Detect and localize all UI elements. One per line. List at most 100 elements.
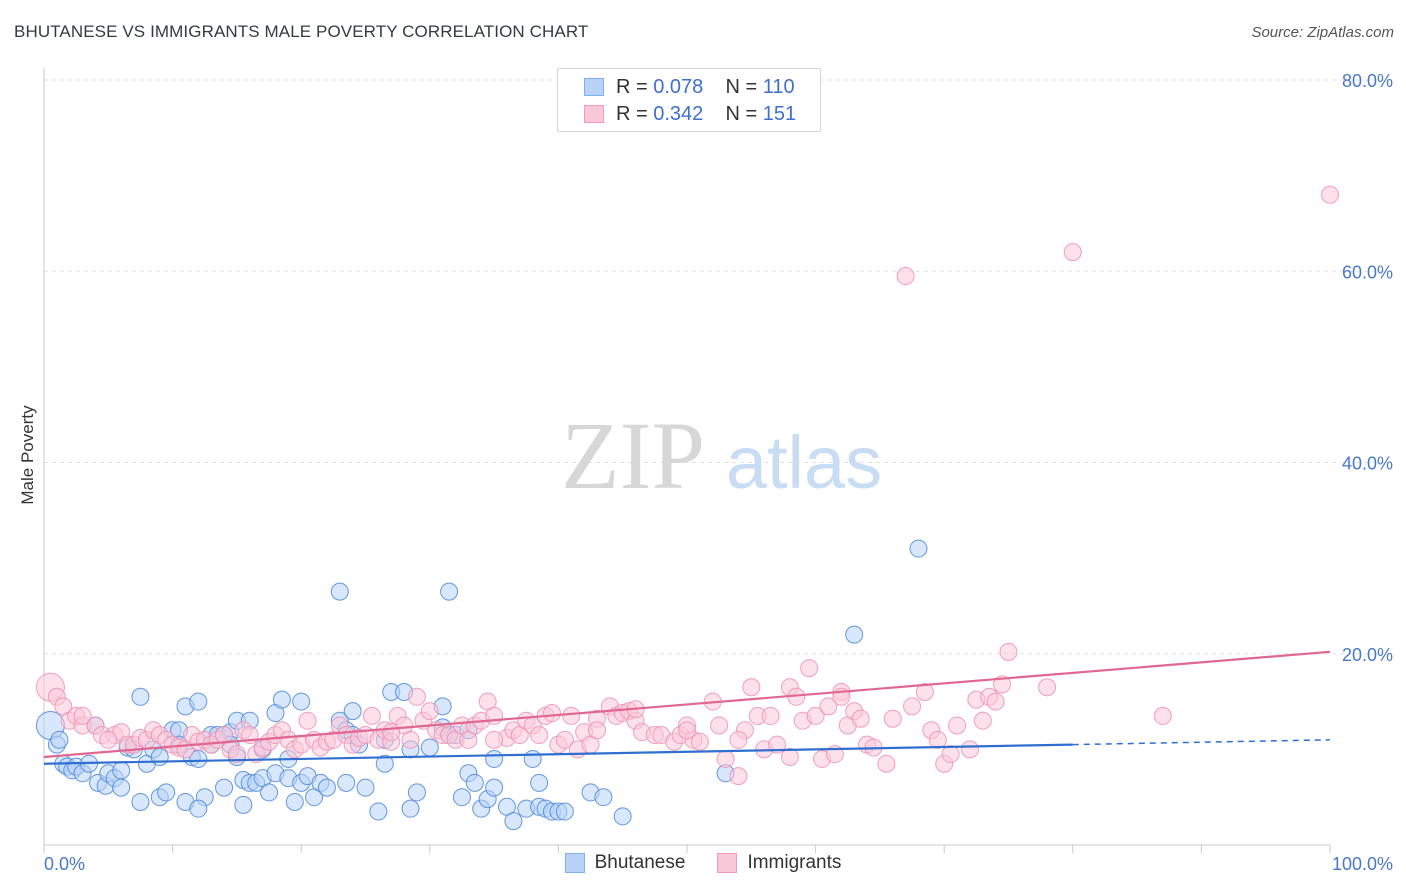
point-bhutanese: [150, 748, 169, 767]
grid: [44, 79, 1392, 655]
point-immigrants: [298, 711, 317, 730]
point-immigrants: [941, 745, 960, 764]
point-immigrants: [407, 687, 426, 706]
point-immigrants: [973, 711, 992, 730]
point-bhutanese: [530, 773, 549, 792]
point-immigrants: [903, 697, 922, 716]
point-bhutanese: [407, 783, 426, 802]
point-bhutanese: [189, 799, 208, 818]
point-immigrants: [227, 745, 246, 764]
point-bhutanese: [440, 582, 459, 601]
point-bhutanese: [272, 690, 291, 709]
stats-legend: R = 0.078 N = 110 R = 0.342 N = 151: [557, 68, 821, 132]
legend-swatch-bhutanese: [584, 78, 604, 96]
point-bhutanese: [504, 812, 523, 831]
point-immigrants: [530, 726, 549, 745]
point-bhutanese: [343, 702, 362, 721]
point-bhutanese: [465, 773, 484, 792]
point-bhutanese: [292, 692, 311, 711]
chart-title: BHUTANESE VS IMMIGRANTS MALE POVERTY COR…: [14, 22, 589, 41]
y-tick-label: 40.0%: [1342, 454, 1393, 474]
point-bhutanese: [337, 773, 356, 792]
x-tick-label: 0.0%: [44, 854, 85, 874]
x-tick-label: 100.0%: [1332, 854, 1393, 874]
point-bhutanese: [215, 778, 234, 797]
point-immigrants: [73, 706, 92, 725]
stats-legend-row-immigrants: R = 0.342 N = 151: [584, 101, 796, 127]
point-bhutanese: [845, 625, 864, 644]
n-label: N =: [725, 102, 758, 125]
point-immigrants: [485, 706, 504, 725]
point-immigrants: [819, 697, 838, 716]
point-immigrants: [768, 735, 787, 754]
point-bhutanese: [594, 788, 613, 807]
legend-item-bhutanese[interactable]: Bhutanese: [564, 852, 686, 874]
point-immigrants: [362, 706, 381, 725]
n-label: N =: [725, 75, 758, 98]
point-immigrants: [896, 267, 915, 286]
trend-line-bhutanese: [43, 743, 1073, 765]
point-immigrants: [729, 767, 748, 786]
point-bhutanese: [613, 807, 632, 826]
point-immigrants: [960, 740, 979, 759]
point-immigrants: [690, 732, 709, 751]
watermark-zip: ZIP: [561, 402, 705, 509]
series-legend: Bhutanese Immigrants: [0, 852, 1406, 874]
source-label: Source: ZipAtlas.com: [1251, 24, 1394, 41]
point-bhutanese: [50, 730, 69, 749]
point-immigrants: [542, 704, 561, 723]
r-value: 0.078: [653, 75, 704, 98]
y-tick-label: 80.0%: [1342, 71, 1393, 91]
point-immigrants: [806, 706, 825, 725]
point-immigrants: [761, 706, 780, 725]
point-immigrants: [742, 678, 761, 697]
point-bhutanese: [523, 749, 542, 768]
point-bhutanese: [260, 783, 279, 802]
point-bhutanese: [330, 582, 349, 601]
point-immigrants: [1321, 185, 1339, 204]
y-tick-label: 60.0%: [1342, 262, 1393, 282]
point-immigrants: [928, 730, 947, 749]
legend-label-bhutanese: Bhutanese: [594, 852, 686, 873]
point-immigrants: [729, 730, 748, 749]
trend-lines: [43, 650, 1331, 765]
point-immigrants: [716, 749, 735, 768]
point-bhutanese: [485, 778, 504, 797]
point-immigrants: [851, 709, 870, 728]
point-bhutanese: [375, 754, 394, 773]
point-immigrants: [420, 702, 439, 721]
point-bhutanese: [112, 761, 131, 780]
point-bhutanese: [234, 795, 253, 814]
point-immigrants: [99, 730, 118, 749]
point-immigrants: [800, 659, 819, 678]
point-immigrants: [877, 754, 896, 773]
point-immigrants: [780, 748, 799, 767]
legend-item-immigrants[interactable]: Immigrants: [717, 852, 841, 874]
legend-swatch-immigrants: [584, 105, 604, 123]
point-immigrants: [485, 730, 504, 749]
points-layer: [35, 185, 1339, 831]
n-value: 110: [762, 75, 795, 98]
point-immigrants: [1063, 243, 1082, 262]
point-immigrants: [986, 692, 1005, 711]
r-label: R =: [616, 102, 648, 125]
point-bhutanese: [369, 802, 388, 821]
point-bhutanese: [909, 539, 928, 558]
point-immigrants: [555, 730, 574, 749]
point-immigrants: [999, 642, 1018, 661]
point-immigrants: [915, 683, 934, 701]
trend-line-immigrants: [43, 650, 1331, 759]
point-bhutanese: [131, 792, 150, 811]
n-value: 151: [762, 102, 797, 125]
legend-label-immigrants: Immigrants: [747, 852, 842, 873]
tick-labels: 20.0% 40.0% 60.0% 80.0% 0.0% 100.0%: [44, 71, 1393, 874]
watermark: ZIP atlas: [561, 402, 882, 509]
legend-swatch-immigrants: [717, 853, 738, 873]
y-tick-label: 20.0%: [1342, 645, 1393, 665]
point-immigrants: [382, 723, 401, 742]
point-immigrants: [710, 716, 729, 735]
legend-swatch-bhutanese: [564, 853, 585, 873]
point-immigrants: [562, 706, 581, 725]
point-bhutanese: [317, 778, 336, 797]
